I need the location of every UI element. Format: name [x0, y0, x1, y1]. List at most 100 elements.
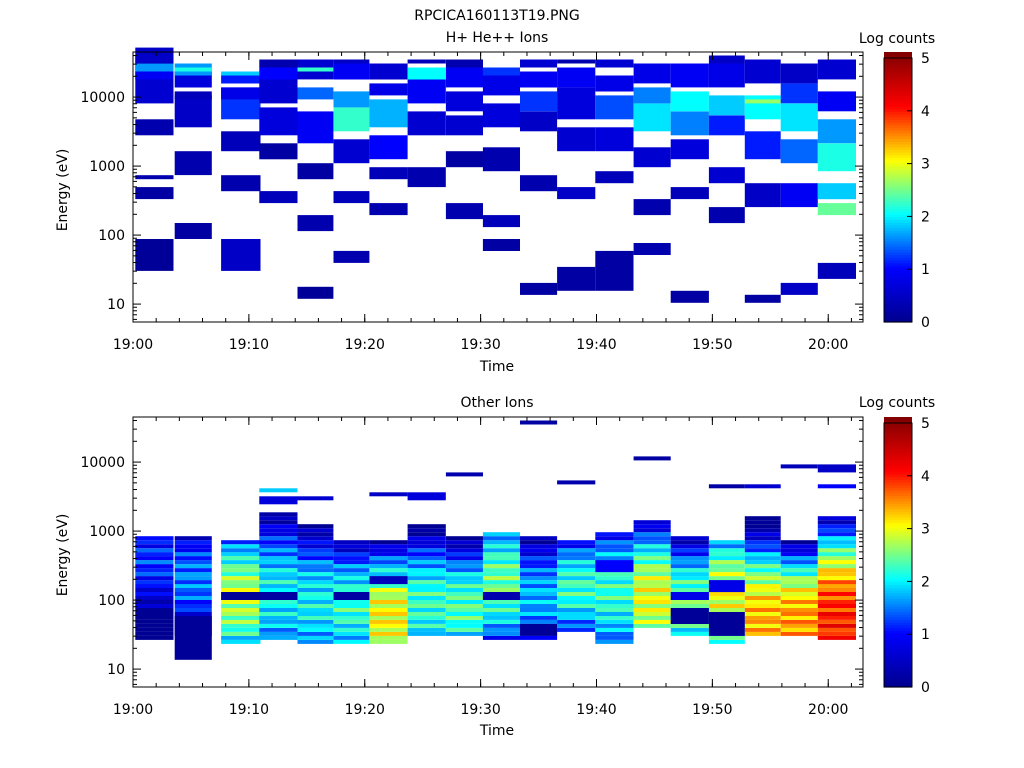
heatmap-cell	[297, 87, 334, 100]
heatmap-cell	[174, 540, 212, 545]
heatmap-cell	[520, 59, 558, 68]
heatmap-cell	[482, 564, 520, 569]
heatmap-cell	[633, 147, 671, 168]
x-axis: 19:00 19:10 19:20 19:30 19:40 19:50 20:00	[113, 52, 852, 353]
heatmap-cell	[482, 103, 520, 128]
heatmap-cell	[259, 520, 298, 525]
colorbar-swatch	[884, 651, 912, 656]
x-tick-label: 19:30	[460, 337, 500, 353]
colorbar-swatch	[884, 516, 912, 521]
heatmap-cell	[407, 79, 446, 104]
colorbar-swatch	[884, 184, 912, 188]
y-tick-label: 10	[107, 662, 125, 678]
colorbar-swatch	[884, 419, 912, 423]
heatmap-cells	[135, 47, 856, 303]
colorbar-label: Log counts	[859, 31, 935, 47]
heatmap-cell	[744, 584, 781, 588]
heatmap-cell	[407, 167, 446, 188]
heatmap-cell	[369, 635, 408, 640]
colorbar-swatch	[884, 619, 912, 623]
heatmap-cell	[174, 596, 212, 600]
heatmap-cell	[297, 635, 334, 640]
colorbar-swatch	[884, 554, 912, 558]
heatmap-cell	[520, 536, 558, 541]
colorbar-swatch	[884, 479, 912, 483]
colorbar-swatch	[884, 438, 912, 442]
colorbar-tick-label: 4	[921, 104, 930, 120]
colorbar-swatch	[884, 127, 912, 131]
heatmap-cell	[520, 111, 558, 132]
heatmap-cell	[557, 572, 596, 577]
heatmap-cell	[297, 540, 334, 545]
heatmap-cell	[369, 492, 408, 497]
heatmap-cell	[744, 564, 781, 569]
heatmap-cell	[708, 556, 745, 561]
heatmap-cell	[744, 548, 781, 553]
heatmap-cell	[780, 183, 818, 208]
heatmap-cell	[482, 556, 520, 561]
heatmap-cell	[482, 147, 520, 172]
heatmap-cell	[482, 635, 520, 640]
colorbar-swatch	[884, 297, 912, 301]
heatmap-cell	[633, 588, 671, 592]
heatmap-cell	[482, 548, 520, 553]
heatmap-cell	[520, 608, 558, 612]
heatmap-cell	[297, 524, 334, 529]
heatmap-cell	[221, 71, 261, 76]
heatmap-cell	[333, 608, 370, 612]
colorbar-swatch	[884, 417, 912, 421]
heatmap-cell	[259, 635, 298, 640]
heatmap-cell	[708, 580, 745, 593]
heatmap-cell	[407, 536, 446, 541]
colorbar-swatch	[884, 103, 912, 107]
heatmap-cell	[445, 472, 483, 477]
colorbar-swatch	[884, 611, 912, 615]
heatmap-cell	[221, 580, 261, 585]
colorbar-tick-label: 3	[921, 157, 930, 173]
colorbar-swatch	[884, 676, 912, 680]
y-axis-label: Energy (eV)	[55, 514, 71, 597]
heatmap-cell	[297, 286, 334, 299]
heatmap-cell	[670, 536, 709, 541]
colorbar-swatch	[884, 462, 912, 467]
heatmap-cell	[670, 608, 709, 624]
colorbar-swatch	[884, 633, 912, 637]
heatmap-cell	[744, 484, 781, 489]
heatmap-cell	[482, 67, 520, 76]
heatmap-cell	[708, 55, 745, 64]
colorbar-swatch	[884, 146, 912, 150]
x-tick-label: 19:10	[229, 337, 269, 353]
heatmap-cell	[520, 420, 558, 425]
heatmap-cell	[135, 631, 174, 636]
colorbar-swatch	[884, 222, 912, 226]
heatmap-cell	[670, 592, 709, 600]
heatmap-cell	[259, 552, 298, 557]
colorbar-swatch	[884, 673, 912, 677]
heatmap-cell	[633, 552, 671, 557]
heatmap-cell	[135, 604, 174, 608]
heatmap-cell	[817, 604, 856, 608]
colorbar-swatch	[884, 587, 912, 591]
heatmap-cell	[259, 540, 298, 545]
heatmap-cell	[557, 619, 596, 624]
heatmap-cell	[407, 604, 446, 608]
heatmap-cell	[369, 167, 408, 180]
heatmap-cell	[744, 95, 781, 120]
heatmap-cell	[135, 635, 174, 640]
heatmap-cell	[407, 560, 446, 565]
heatmap-cell	[407, 540, 446, 545]
heatmap-cell	[369, 556, 408, 561]
heatmap-cell	[633, 564, 671, 569]
heatmap-cell	[595, 592, 634, 596]
heatmap-cell	[633, 604, 671, 608]
heatmap-cell	[259, 488, 298, 493]
heatmap-cell	[259, 496, 298, 505]
colorbar-swatch	[884, 281, 912, 285]
heatmap-cell	[744, 516, 781, 521]
heatmap-cell	[633, 548, 671, 553]
colorbar-swatch	[884, 208, 912, 212]
heatmap-cell	[445, 568, 483, 573]
colorbar-swatch	[884, 308, 912, 312]
colorbar-swatch	[884, 541, 912, 545]
heatmap-cell	[135, 540, 174, 545]
